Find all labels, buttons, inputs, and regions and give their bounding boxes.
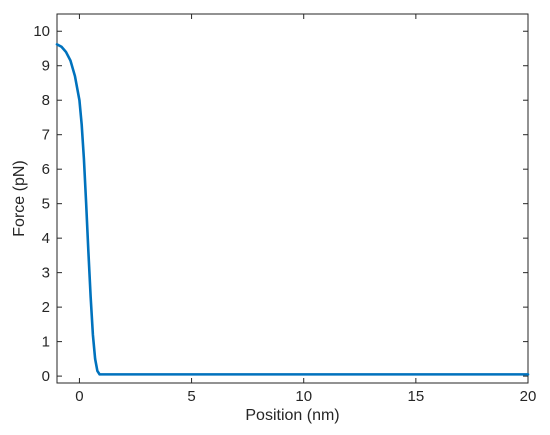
y-tick-label: 0 [42, 368, 50, 385]
tick-layer: 0 5 10 15 20 0 1 2 3 4 5 6 7 8 9 10 [33, 14, 536, 405]
y-tick-label: 9 [42, 58, 50, 75]
x-axis-label: Position (nm) [245, 407, 339, 424]
x-tick-label: 0 [75, 388, 83, 405]
x-tick-label: 10 [295, 388, 312, 405]
x-tick-label: 20 [520, 388, 537, 405]
y-tick-label: 1 [42, 334, 50, 351]
y-tick-label: 6 [42, 161, 50, 178]
y-tick-label: 8 [42, 92, 50, 109]
y-tick-label: 2 [42, 299, 50, 316]
x-tick-label: 5 [187, 388, 195, 405]
y-tick-label: 10 [33, 23, 50, 40]
y-tick-label: 3 [42, 265, 50, 282]
series-layer [55, 43, 530, 376]
plot-area [56, 13, 529, 384]
y-tick-label: 4 [42, 230, 50, 247]
plot-box [56, 13, 529, 384]
x-tick-label: 15 [408, 388, 425, 405]
y-tick-label: 7 [42, 127, 50, 144]
y-axis-label: Force (pN) [11, 160, 28, 236]
y-tick-label: 5 [42, 196, 50, 213]
series-line-0 [55, 43, 530, 376]
